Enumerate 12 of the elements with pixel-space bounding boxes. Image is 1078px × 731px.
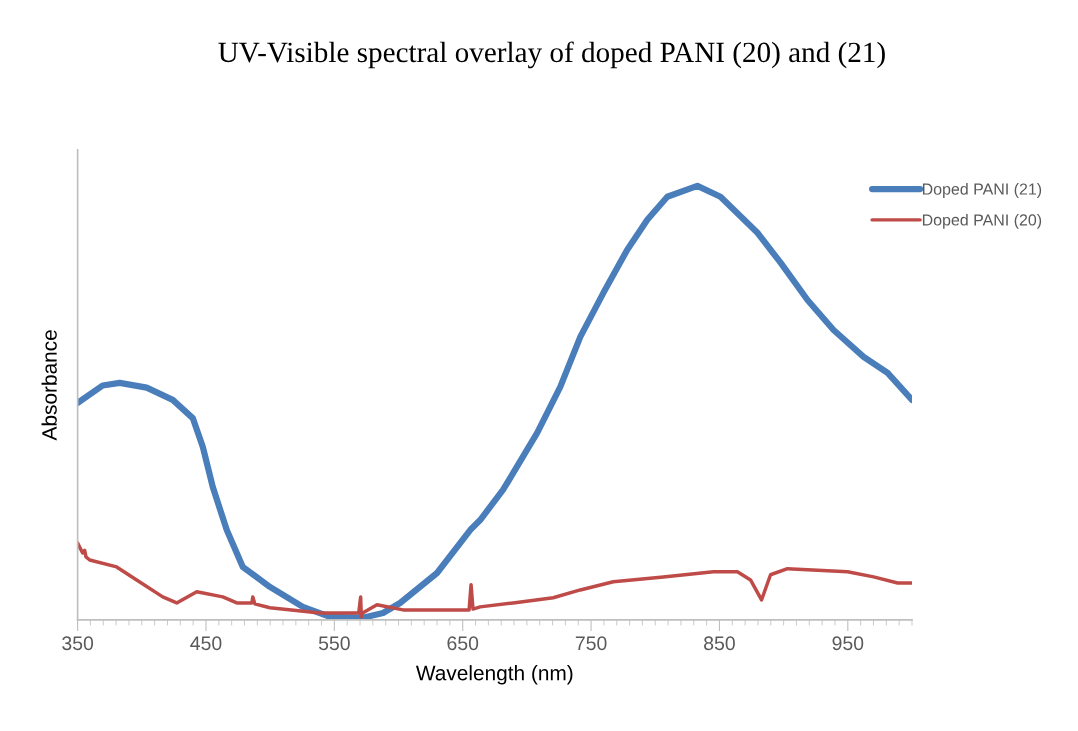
legend-label: Doped PANI (21) (922, 183, 1042, 198)
x-tick-label: 850 (704, 636, 735, 651)
chart-title: UV-Visible spectral overlay of doped PANI (20) and (21) (218, 41, 885, 69)
x-tick-label: 750 (575, 636, 607, 651)
x-tick-label: 650 (447, 636, 479, 651)
x-tick-label: 350 (62, 636, 94, 651)
legend-label: Doped PANI (20) (922, 213, 1042, 229)
x-tick-label: 950 (832, 636, 864, 651)
x-axis-title: Wavelength (nm) (415, 665, 573, 685)
x-tick-label: 550 (318, 636, 350, 651)
y-axis-title: Absorbance (41, 330, 57, 441)
x-tick-label: 450 (190, 636, 222, 651)
